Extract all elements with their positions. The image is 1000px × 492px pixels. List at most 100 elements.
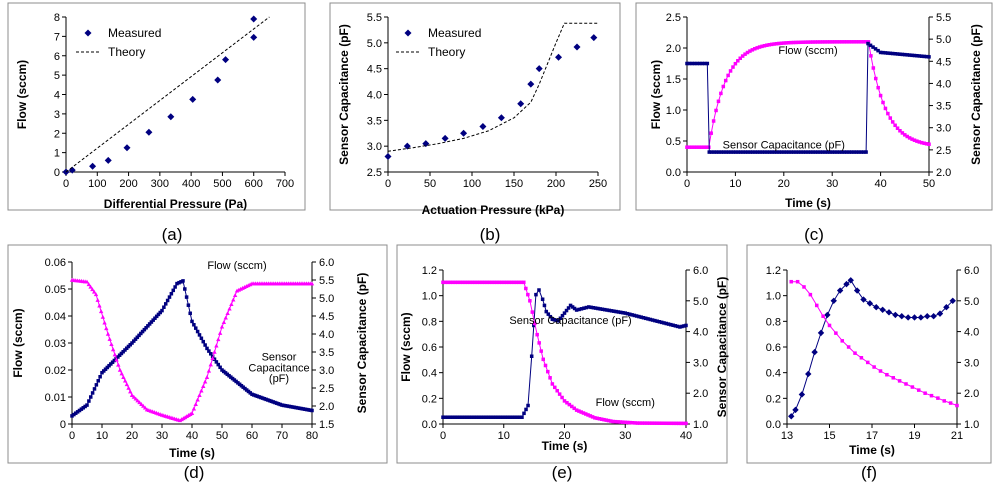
data-point — [137, 333, 141, 338]
data-point — [469, 415, 474, 419]
data-point — [486, 415, 491, 419]
data-point — [593, 416, 597, 420]
data-point — [645, 421, 649, 425]
data-point — [255, 394, 260, 398]
data-point — [472, 415, 476, 419]
data-point — [777, 150, 781, 154]
x-tick-label: 40 — [680, 430, 692, 442]
data-point — [890, 51, 895, 56]
data-point — [767, 150, 772, 154]
data-point — [653, 318, 657, 323]
series-markers-1 — [69, 277, 315, 423]
data-point — [655, 421, 659, 425]
data-point — [229, 302, 234, 307]
panel-frame — [746, 244, 992, 464]
data-point — [89, 162, 97, 170]
data-point — [289, 404, 293, 409]
x-tick-label: 10 — [96, 430, 108, 442]
legend-marker-measured — [84, 29, 92, 37]
data-point — [647, 421, 652, 425]
y-tick-label: 4.0 — [367, 90, 382, 102]
data-point — [791, 40, 796, 45]
data-point — [244, 388, 249, 392]
data-point — [816, 150, 820, 154]
data-point — [384, 153, 392, 160]
data-point — [165, 298, 170, 303]
data-point — [304, 407, 309, 412]
data-point — [589, 305, 593, 310]
data-point — [128, 342, 132, 347]
data-point — [719, 91, 723, 96]
data-point — [556, 319, 561, 323]
data-point — [210, 356, 215, 361]
data-point — [133, 396, 138, 401]
data-point — [859, 356, 864, 360]
x-tick-label: 700 — [276, 178, 294, 190]
data-point — [310, 408, 314, 413]
data-point — [105, 365, 110, 370]
data-point — [517, 100, 525, 108]
data-point — [485, 280, 489, 285]
data-point — [474, 415, 479, 419]
data-point — [910, 53, 914, 58]
y-tick-label: 1.2 — [766, 265, 781, 277]
data-point — [131, 394, 137, 399]
data-point — [837, 150, 842, 154]
data-point — [630, 313, 634, 317]
data-point — [818, 150, 823, 154]
data-point — [573, 43, 581, 51]
data-point — [274, 401, 279, 405]
data-point — [448, 415, 452, 419]
data-point — [566, 306, 571, 310]
data-point — [467, 415, 472, 419]
data-point — [823, 150, 827, 154]
data-point — [457, 415, 462, 419]
data-point — [891, 376, 896, 380]
y-tick-label: 3.5 — [367, 115, 382, 127]
data-point — [900, 131, 905, 135]
data-point — [579, 307, 584, 311]
data-point — [519, 280, 524, 285]
data-point — [876, 48, 880, 53]
data-point — [443, 280, 448, 285]
data-point — [142, 327, 147, 332]
data-point — [886, 111, 890, 116]
data-point — [453, 280, 458, 285]
data-point — [827, 323, 832, 328]
data-point — [199, 336, 204, 341]
data-point — [574, 408, 579, 412]
data-point — [605, 308, 609, 312]
y2-tick-label: 6.0 — [964, 265, 979, 277]
x-axis-label: Time (s) — [542, 439, 588, 453]
data-point — [820, 150, 825, 154]
x-tick-label: 60 — [246, 430, 258, 442]
data-point — [782, 150, 786, 154]
data-point — [787, 150, 791, 154]
y2-tick-label: 5.0 — [936, 34, 951, 46]
data-point — [690, 145, 694, 149]
data-point — [222, 56, 230, 64]
data-point — [83, 404, 87, 409]
data-point — [774, 41, 779, 46]
data-point — [714, 108, 718, 113]
data-point — [859, 40, 863, 44]
data-point — [772, 42, 776, 46]
data-point — [201, 384, 206, 388]
data-point — [501, 415, 505, 419]
data-point — [190, 319, 194, 324]
data-point — [874, 76, 878, 81]
data-point — [186, 413, 191, 418]
data-point — [109, 342, 114, 347]
data-point — [193, 326, 198, 330]
y2-tick-label: 2.0 — [693, 388, 708, 400]
data-point — [204, 375, 210, 379]
y2-tick-label: 1.0 — [693, 419, 708, 431]
data-point — [808, 292, 813, 297]
data-point — [709, 150, 714, 154]
data-point — [637, 314, 641, 319]
data-point — [832, 40, 837, 44]
data-point — [252, 393, 256, 397]
data-point — [110, 347, 116, 352]
x-tick-label: 21 — [951, 430, 963, 442]
data-point — [206, 368, 212, 373]
